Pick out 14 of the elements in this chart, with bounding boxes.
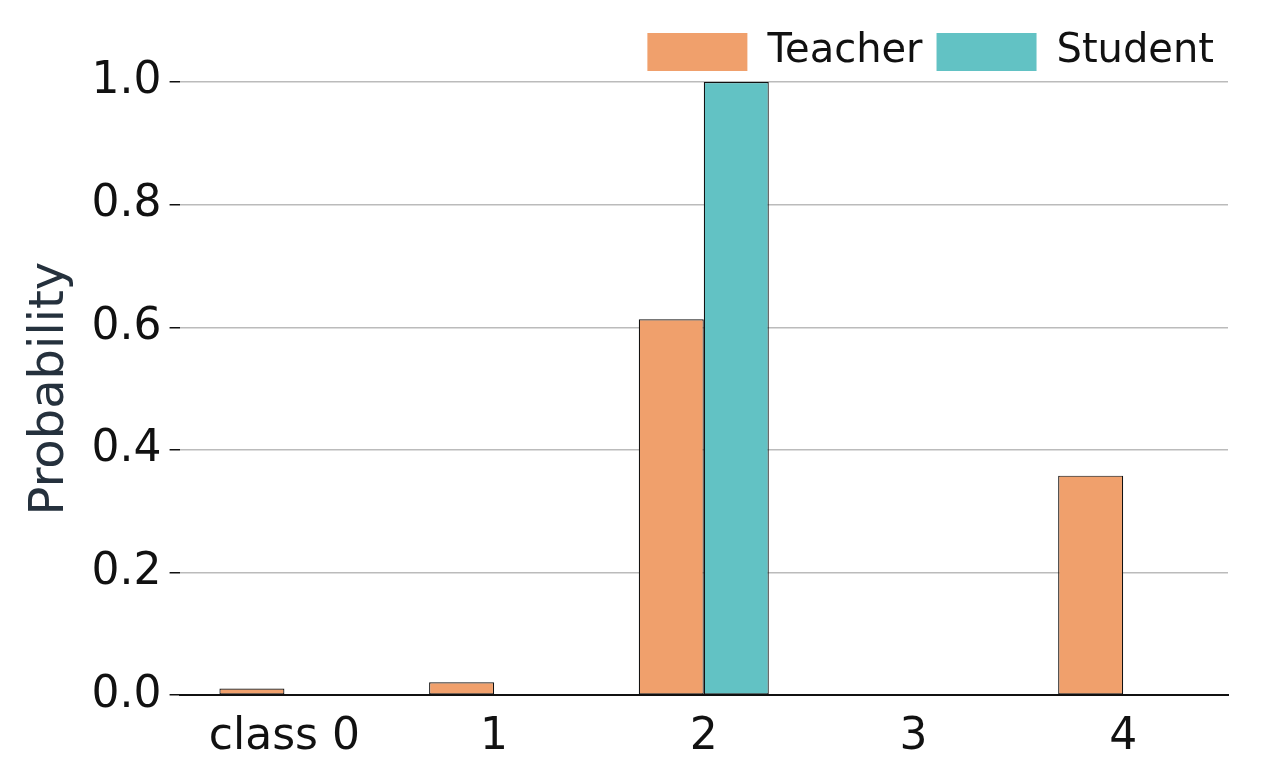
- x-tick-label: 3: [899, 708, 928, 760]
- y-tick-label: 0.8: [91, 175, 162, 227]
- x-tick-label: 4: [1109, 708, 1138, 760]
- legend-label: Teacher: [766, 25, 924, 72]
- x-tick-label: 2: [689, 708, 718, 760]
- y-tick-label: 0.4: [91, 420, 162, 472]
- y-tick-label: 0.0: [91, 665, 162, 717]
- y-tick-label: 1.0: [91, 52, 162, 104]
- y-axis-title: Probability: [18, 261, 75, 516]
- legend-label: Student: [1056, 25, 1215, 72]
- y-tick-label: 0.2: [91, 543, 162, 594]
- y-tick-label: 0.6: [91, 297, 162, 349]
- x-tick-label: class 0: [208, 708, 361, 760]
- x-tick-label: 1: [480, 708, 509, 760]
